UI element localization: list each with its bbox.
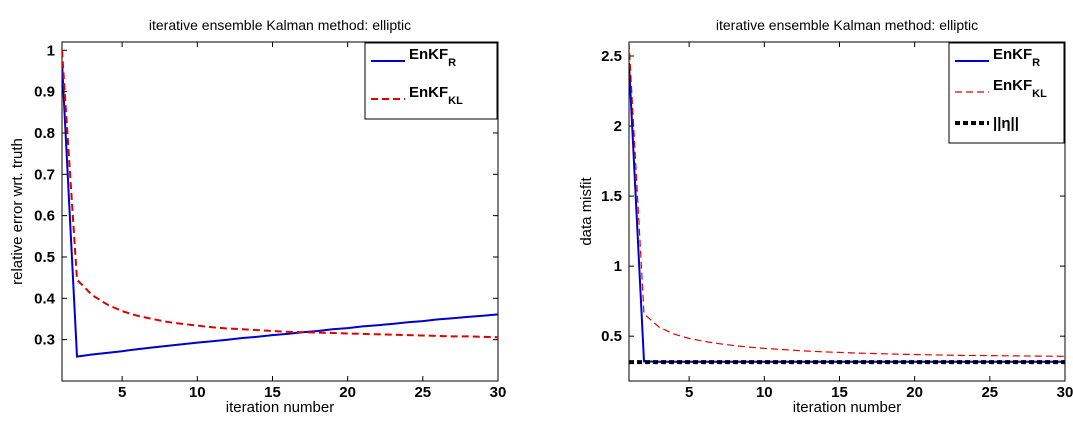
- series-line-2: [629, 42, 1065, 357]
- y-tick-label: 2.5: [601, 48, 622, 65]
- x-tick-label: 10: [189, 384, 206, 401]
- x-tick-label: 20: [906, 384, 923, 401]
- legend-entry-2: EnKFKL: [993, 77, 1047, 100]
- chart-title: iterative ensemble Kalman method: ellipt…: [716, 17, 978, 33]
- y-tick-label: 0.7: [34, 166, 55, 183]
- x-tick-label: 25: [981, 384, 998, 401]
- legend-box: [948, 42, 1065, 144]
- plot-frame: [628, 41, 1066, 382]
- x-tick-label: 15: [831, 384, 848, 401]
- y-tick-label: 0.5: [34, 249, 55, 266]
- legend: EnKFR EnKFKL ||η||: [948, 42, 1065, 144]
- legend-entry-3: ||η||: [993, 115, 1019, 132]
- chart-panel-2: iterative ensemble Kalman method: ellipt…: [578, 17, 1073, 416]
- y-tick-label: 0.6: [34, 208, 55, 225]
- x-axis-label: iteration number: [793, 399, 901, 416]
- x-tick-label: 10: [756, 384, 773, 401]
- x-tick-label: 30: [1057, 384, 1073, 401]
- y-tick-label: 0.8: [34, 125, 55, 142]
- x-tick-label: 30: [490, 384, 507, 401]
- legend-entry-1: EnKFR: [409, 46, 456, 69]
- chart-title: iterative ensemble Kalman method: ellipt…: [149, 17, 411, 33]
- y-tick-label: 0.4: [34, 290, 56, 307]
- y-tick-label: 0.5: [601, 328, 622, 345]
- x-tick-label: 5: [685, 384, 693, 401]
- x-tick-label: 25: [414, 384, 431, 401]
- y-tick-label: 0.3: [34, 332, 55, 349]
- y-tick-label: 1.5: [601, 188, 622, 205]
- y-tick-label: 1: [614, 258, 622, 275]
- series-line-2: [62, 50, 498, 339]
- y-tick-label: 1: [47, 42, 55, 59]
- x-tick-label: 15: [264, 384, 281, 401]
- plot-frame: [61, 41, 499, 382]
- legend: EnKFR EnKFKL: [364, 42, 498, 120]
- legend-box: [364, 42, 498, 120]
- chart-panel-1: iterative ensemble Kalman method: ellipt…: [9, 17, 506, 416]
- x-tick-label: 5: [118, 384, 126, 401]
- y-axis-label: relative error wrt. truth: [9, 138, 26, 285]
- y-tick-label: 0.9: [34, 84, 55, 101]
- y-tick-label: 2: [614, 118, 622, 135]
- x-axis-label: iteration number: [226, 399, 334, 416]
- series-line-1: [62, 62, 498, 358]
- x-tick-label: 20: [339, 384, 356, 401]
- y-axis-label: data misfit: [578, 176, 595, 245]
- legend-entry-2: EnKFKL: [409, 84, 463, 107]
- legend-entry-1: EnKFR: [993, 46, 1040, 69]
